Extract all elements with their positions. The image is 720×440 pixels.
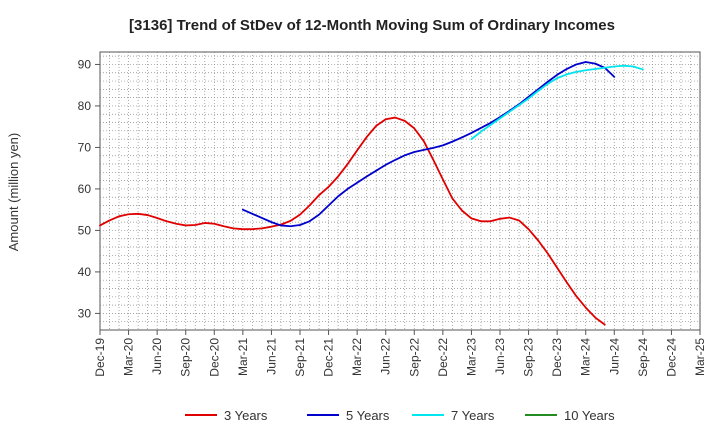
- x-tick-label: Sep-24: [636, 338, 650, 377]
- x-tick-label: Mar-24: [579, 338, 593, 376]
- x-tick-label: Dec-23: [550, 338, 564, 377]
- legend-label: 3 Years: [224, 408, 268, 423]
- y-axis-ticks: 30 40 50 60 70 80 90: [78, 57, 100, 320]
- x-tick-label: Dec-24: [664, 338, 678, 377]
- y-tick-label: 60: [78, 182, 92, 196]
- series-line-7-years: [470, 64, 644, 141]
- x-tick-label: Mar-22: [350, 338, 364, 376]
- x-tick-label: Sep-22: [407, 338, 421, 377]
- x-tick-label: Mar-23: [464, 338, 478, 376]
- x-tick-label: Jun-22: [379, 338, 393, 375]
- grid-lines: [100, 52, 700, 330]
- x-tick-label: Sep-21: [293, 338, 307, 377]
- x-tick-label: Dec-21: [322, 338, 336, 377]
- series-line-5-years: [241, 61, 616, 228]
- chart-legend: 3 Years 5 Years 7 Years 10 Years: [185, 408, 615, 423]
- series-line-3-years: [99, 116, 606, 326]
- x-tick-label: Mar-20: [122, 338, 136, 376]
- chart-title: [3136] Trend of StDev of 12-Month Moving…: [129, 17, 615, 34]
- series-lines: [99, 61, 644, 326]
- x-tick-label: Sep-20: [179, 338, 193, 377]
- y-axis-label: Amount (million yen): [6, 133, 21, 252]
- y-tick-label: 30: [78, 306, 92, 320]
- y-tick-label: 80: [78, 99, 92, 113]
- plot-area-frame: [99, 51, 701, 331]
- x-tick-label: Dec-20: [207, 338, 221, 377]
- y-tick-label: 90: [78, 57, 92, 71]
- x-axis-ticks: Dec-19 Mar-20 Jun-20 Sep-20 Dec-20 Mar-21 Jun-…: [93, 330, 707, 377]
- x-tick-label: Dec-19: [93, 338, 107, 377]
- y-tick-label: 40: [78, 265, 92, 279]
- x-tick-label: Mar-25: [693, 338, 707, 376]
- legend-label: 7 Years: [451, 408, 495, 423]
- y-tick-label: 70: [78, 140, 92, 154]
- x-tick-label: Sep-23: [522, 338, 536, 377]
- x-tick-label: Jun-20: [150, 338, 164, 375]
- legend-label: 5 Years: [346, 408, 390, 423]
- x-tick-label: Jun-24: [607, 338, 621, 375]
- y-tick-label: 50: [78, 223, 92, 237]
- legend-label: 10 Years: [564, 408, 615, 423]
- x-tick-label: Jun-21: [264, 338, 278, 375]
- x-tick-label: Jun-23: [493, 338, 507, 375]
- x-tick-label: Mar-21: [236, 338, 250, 376]
- x-tick-label: Dec-22: [436, 338, 450, 377]
